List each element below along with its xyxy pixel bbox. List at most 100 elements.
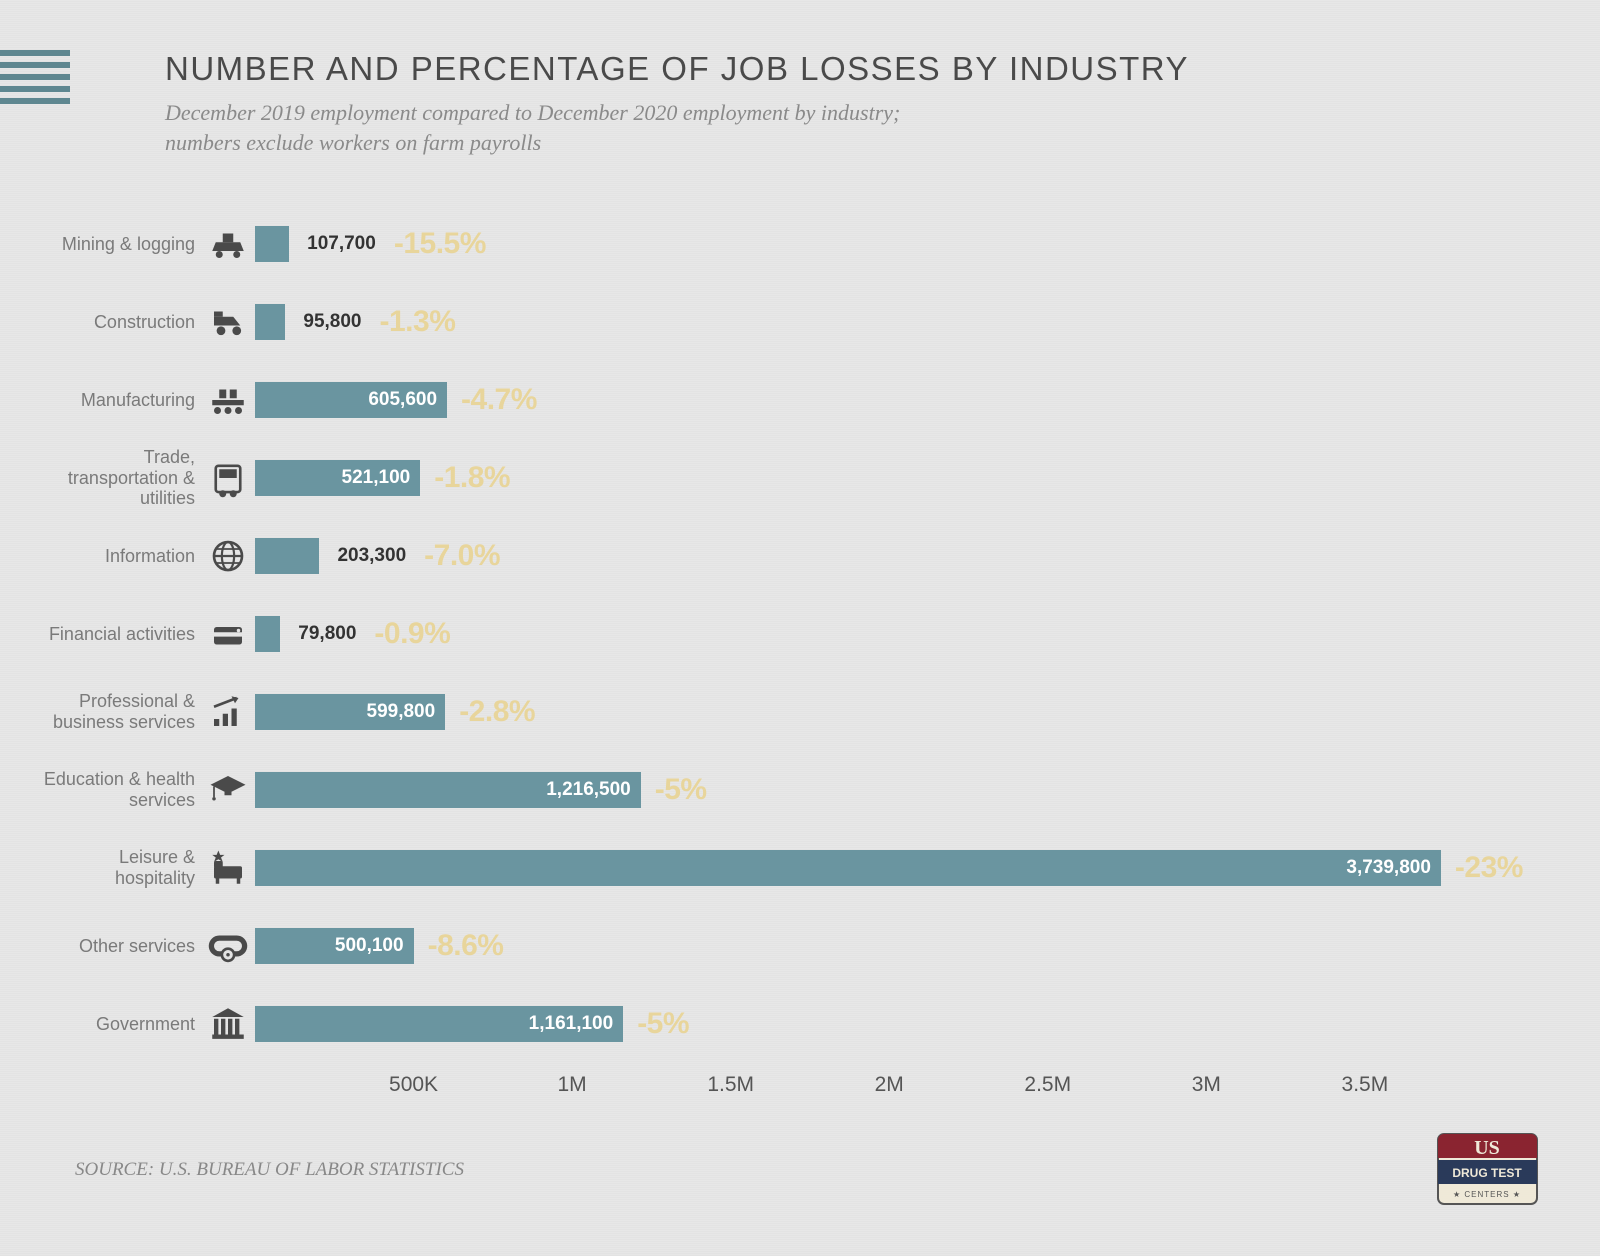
bar [255,538,319,574]
professional-icon [207,691,249,733]
chart-subtitle: December 2019 employment compared to Dec… [165,98,1520,157]
axis-tick: 2M [875,1073,904,1097]
chart-row: Other services 500,100 -8.6% [0,907,1600,985]
chart-title: NUMBER AND PERCENTAGE OF JOB LOSSES BY I… [165,50,1520,88]
chart-row: Government 1,161,100 -5% [0,985,1600,1063]
axis-tick: 500K [389,1073,438,1097]
mining-icon [207,223,249,265]
bar: 1,161,100 [255,1006,623,1042]
bar [255,616,280,652]
axis-tick: 3.5M [1342,1073,1389,1097]
construction-icon [207,301,249,343]
financial-icon [207,613,249,655]
row-label: Manufacturing [81,390,195,411]
bar: 3,739,800 [255,850,1441,886]
chart-row: Mining & logging 107,700 -15.5% [0,205,1600,283]
x-axis: 500K1M1.5M2M2.5M3M3.5M [255,1073,1520,1103]
chart-row: Education & health services 1,216,500 -5% [0,751,1600,829]
bar-area: 1,216,500 -5% [255,751,1600,829]
row-label: Education & health services [35,769,195,810]
bar-area: 1,161,100 -5% [255,985,1600,1063]
axis-tick: 2.5M [1024,1073,1071,1097]
svg-text:DRUG TEST: DRUG TEST [1452,1166,1522,1180]
row-label: Mining & logging [62,234,195,255]
chart-row: Information 203,300 -7.0% [0,517,1600,595]
bar-percentage: -4.7% [461,383,537,417]
row-label-area: Manufacturing [0,379,255,421]
bar-value: 521,100 [342,467,411,489]
row-label-area: Trade, transportation & utilities [0,447,255,509]
header: NUMBER AND PERCENTAGE OF JOB LOSSES BY I… [165,50,1520,157]
trade-icon [207,457,249,499]
bar-percentage: -8.6% [428,929,504,963]
row-label-area: Financial activities [0,613,255,655]
bar-area: 107,700 -15.5% [255,205,1600,283]
other-icon [207,925,249,967]
chart-row: Leisure & hospitality 3,739,800 -23% [0,829,1600,907]
row-label: Professional & business services [35,691,195,732]
information-icon [207,535,249,577]
svg-text:US: US [1474,1137,1500,1159]
row-label-area: Information [0,535,255,577]
chart-row: Construction 95,800 -1.3% [0,283,1600,361]
row-label-area: Mining & logging [0,223,255,265]
bar-percentage: -23% [1455,851,1523,885]
bar-value: 3,739,800 [1346,857,1431,879]
row-label-area: Education & health services [0,769,255,811]
row-label: Trade, transportation & utilities [35,447,195,509]
row-label: Leisure & hospitality [35,847,195,888]
bar-area: 605,600 -4.7% [255,361,1600,439]
row-label: Other services [79,936,195,957]
government-icon [207,1003,249,1045]
bar-area: 95,800 -1.3% [255,283,1600,361]
bar: 605,600 [255,382,447,418]
bar-percentage: -1.8% [434,461,510,495]
bar-value: 203,300 [337,545,406,567]
axis-tick: 1.5M [707,1073,754,1097]
source-text: SOURCE: U.S. BUREAU OF LABOR STATISTICS [75,1159,464,1181]
bar-percentage: -0.9% [374,617,450,651]
row-label: Construction [94,312,195,333]
bar [255,304,285,340]
bar: 1,216,500 [255,772,641,808]
bar: 521,100 [255,460,420,496]
bar-area: 203,300 -7.0% [255,517,1600,595]
bar-value: 605,600 [368,389,437,411]
education-icon [207,769,249,811]
row-label-area: Professional & business services [0,691,255,733]
row-label: Financial activities [49,624,195,645]
bar-percentage: -7.0% [424,539,500,573]
row-label-area: Leisure & hospitality [0,847,255,889]
chart-row: Manufacturing 605,600 -4.7% [0,361,1600,439]
bar-percentage: -15.5% [394,227,486,261]
bar-percentage: -2.8% [459,695,535,729]
decor-stripes [0,50,70,110]
bar-percentage: -1.3% [380,305,456,339]
bar-value: 500,100 [335,935,404,957]
bar-value: 107,700 [307,233,376,255]
bar-area: 521,100 -1.8% [255,439,1600,517]
chart-row: Financial activities 79,800 -0.9% [0,595,1600,673]
leisure-icon [207,847,249,889]
bar-area: 500,100 -8.6% [255,907,1600,985]
bar-percentage: -5% [637,1007,689,1041]
row-label-area: Other services [0,925,255,967]
bar-value: 95,800 [303,311,361,333]
brand-logo: US DRUG TEST ★ CENTERS ★ [1430,1126,1545,1216]
bar-area: 79,800 -0.9% [255,595,1600,673]
row-label: Government [96,1014,195,1035]
row-label-area: Government [0,1003,255,1045]
bar-value: 599,800 [367,701,436,723]
bar-value: 1,216,500 [546,779,631,801]
bar [255,226,289,262]
chart-row: Trade, transportation & utilities 521,100… [0,439,1600,517]
bar-area: 3,739,800 -23% [255,829,1600,907]
bar-value: 79,800 [298,623,356,645]
bar-value: 1,161,100 [529,1013,614,1035]
manufacturing-icon [207,379,249,421]
row-label-area: Construction [0,301,255,343]
bar: 599,800 [255,694,445,730]
bar-area: 599,800 -2.8% [255,673,1600,751]
bar-chart: Mining & logging 107,700 -15.5% Constructio… [0,205,1600,1063]
bar-percentage: -5% [655,773,707,807]
